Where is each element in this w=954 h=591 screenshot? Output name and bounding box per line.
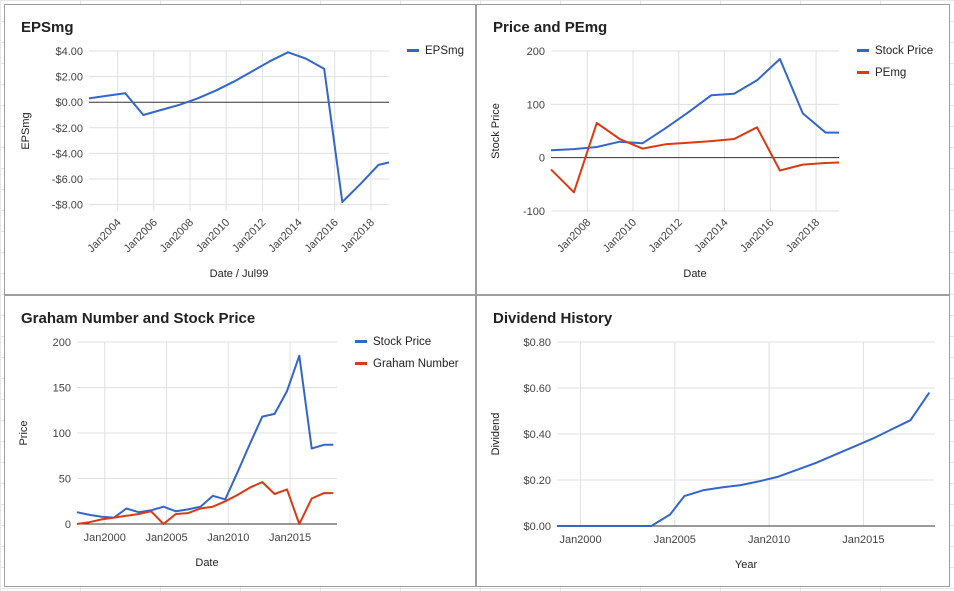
x-tick-label: Jan2010 xyxy=(748,534,790,546)
y-tick-label: $0.20 xyxy=(523,475,551,487)
y-tick-label: -$4.00 xyxy=(52,148,83,160)
legend-label: PEmg xyxy=(875,67,906,79)
price-chart-panel[interactable]: Price and PEmg 200 100 0 -100 Jan2008 Jan2010 J… xyxy=(476,4,950,295)
y-tick-label: 200 xyxy=(527,46,545,58)
y-tick-label: $0.00 xyxy=(523,521,551,533)
y-tick-label: $2.00 xyxy=(55,72,83,84)
y-tick-label: 100 xyxy=(53,428,71,440)
x-tick-label: Jan2010 xyxy=(601,217,639,255)
y-tick-label: 150 xyxy=(53,383,71,395)
x-tick-label: Jan2000 xyxy=(559,534,601,546)
x-axis-title: Date xyxy=(683,268,706,280)
legend-swatch xyxy=(355,340,367,343)
y-tick-label: $0.80 xyxy=(523,337,551,349)
y-tick-label: -100 xyxy=(523,206,545,218)
x-tick-label: Jan2005 xyxy=(145,532,187,544)
legend-swatch xyxy=(355,362,367,365)
x-tick-label: Jan2005 xyxy=(654,534,696,546)
x-tick-label: Jan2015 xyxy=(842,534,884,546)
y-axis-title: Dividend xyxy=(490,413,502,456)
stock-price-series-line xyxy=(550,58,839,152)
chart-title: Dividend History xyxy=(493,310,613,327)
y-tick-label: 50 xyxy=(59,474,71,486)
x-tick-label: Jan2010 xyxy=(194,217,232,255)
y-axis-title: EPSmg xyxy=(20,112,32,149)
chart-title: EPSmg xyxy=(21,19,74,36)
x-tick-label: Jan2000 xyxy=(84,532,126,544)
x-axis-title: Date xyxy=(195,557,218,569)
graham-chart-panel[interactable]: Graham Number and Stock Price 200 150 100 50… xyxy=(4,295,476,587)
stock-price-series-line xyxy=(76,354,334,519)
y-tick-label: $4.00 xyxy=(55,46,83,58)
x-tick-label: Jan2008 xyxy=(555,217,593,255)
eps-chart-panel[interactable]: EPSmg $4.00 $2.00 $0.00 -$2.00 -$4.00 -$6.00 -$… xyxy=(4,4,476,295)
x-tick-label: Jan2016 xyxy=(738,217,776,255)
y-tick-label: $0.60 xyxy=(523,383,551,395)
chart-title: Price and PEmg xyxy=(493,19,607,36)
x-axis-title: Date / Jul99 xyxy=(210,268,269,280)
x-tick-label: Jan2018 xyxy=(784,217,822,255)
x-tick-label: Jan2015 xyxy=(269,532,311,544)
y-axis-title: Stock Price xyxy=(490,103,502,159)
legend-swatch xyxy=(857,71,869,74)
graham-number-chart: Graham Number and Stock Price 200 150 100 50… xyxy=(18,310,459,569)
chart-title: Graham Number and Stock Price xyxy=(21,310,255,327)
y-tick-label: 200 xyxy=(53,337,71,349)
y-tick-label: -$2.00 xyxy=(52,123,83,135)
x-tick-label: Jan2008 xyxy=(158,217,196,255)
x-tick-label: Jan2010 xyxy=(207,532,249,544)
dividend-history-chart: Dividend History $0.80 $0.60 $0.40 $0.20 $0.0… xyxy=(490,310,935,571)
epsmg-series-line xyxy=(88,51,390,203)
y-tick-label: -$8.00 xyxy=(52,200,83,212)
x-tick-label: Jan2004 xyxy=(85,217,123,255)
x-tick-label: Jan2016 xyxy=(303,217,341,255)
x-tick-label: Jan2014 xyxy=(266,217,304,255)
x-tick-label: Jan2014 xyxy=(692,217,730,255)
dividend-series-line xyxy=(557,392,931,527)
eps-chart: EPSmg $4.00 $2.00 $0.00 -$2.00 -$4.00 -$6.00 -$… xyxy=(20,19,464,280)
dividend-chart-panel[interactable]: Dividend History $0.80 $0.60 $0.40 $0.20 $0.0… xyxy=(476,295,950,587)
x-tick-label: Jan2012 xyxy=(230,217,268,255)
x-tick-label: Jan2018 xyxy=(339,217,377,255)
legend-label: Stock Price xyxy=(373,336,431,348)
graham-number-series-line xyxy=(76,481,334,525)
x-tick-label: Jan2012 xyxy=(647,217,685,255)
x-axis-title: Year xyxy=(735,559,758,571)
y-tick-label: $0.00 xyxy=(55,97,83,109)
y-tick-label: 0 xyxy=(539,153,545,165)
x-tick-label: Jan2006 xyxy=(122,217,160,255)
pemg-series-line xyxy=(550,122,840,194)
y-tick-label: 0 xyxy=(65,519,71,531)
legend-label: Stock Price xyxy=(875,45,933,57)
legend-swatch xyxy=(407,49,419,52)
y-axis-title: Price xyxy=(18,420,30,445)
legend-label: EPSmg xyxy=(425,45,464,57)
y-tick-label: 100 xyxy=(527,99,545,111)
legend-swatch xyxy=(857,49,869,52)
legend-label: Graham Number xyxy=(373,358,459,370)
y-tick-label: -$6.00 xyxy=(52,174,83,186)
y-tick-label: $0.40 xyxy=(523,429,551,441)
